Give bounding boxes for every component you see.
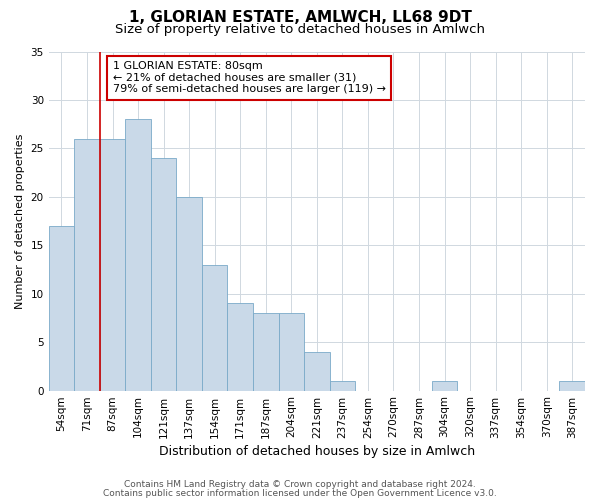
Text: Contains HM Land Registry data © Crown copyright and database right 2024.: Contains HM Land Registry data © Crown c… (124, 480, 476, 489)
Bar (100, 138, 125, 390)
Bar (202, 264, 227, 390)
Bar (253, 313, 278, 390)
Bar (559, 381, 585, 390)
Bar (74, 138, 100, 390)
Bar (432, 381, 457, 390)
Bar (227, 304, 253, 390)
Bar (278, 313, 304, 390)
Bar (329, 381, 355, 390)
Text: Size of property relative to detached houses in Amlwch: Size of property relative to detached ho… (115, 22, 485, 36)
Bar (125, 120, 151, 390)
Bar (304, 352, 329, 391)
Y-axis label: Number of detached properties: Number of detached properties (15, 134, 25, 308)
Bar (49, 226, 74, 390)
Text: 1 GLORIAN ESTATE: 80sqm
← 21% of detached houses are smaller (31)
79% of semi-de: 1 GLORIAN ESTATE: 80sqm ← 21% of detache… (113, 61, 386, 94)
X-axis label: Distribution of detached houses by size in Amlwch: Distribution of detached houses by size … (159, 444, 475, 458)
Bar (176, 197, 202, 390)
Bar (151, 158, 176, 390)
Text: Contains public sector information licensed under the Open Government Licence v3: Contains public sector information licen… (103, 488, 497, 498)
Text: 1, GLORIAN ESTATE, AMLWCH, LL68 9DT: 1, GLORIAN ESTATE, AMLWCH, LL68 9DT (128, 10, 472, 25)
